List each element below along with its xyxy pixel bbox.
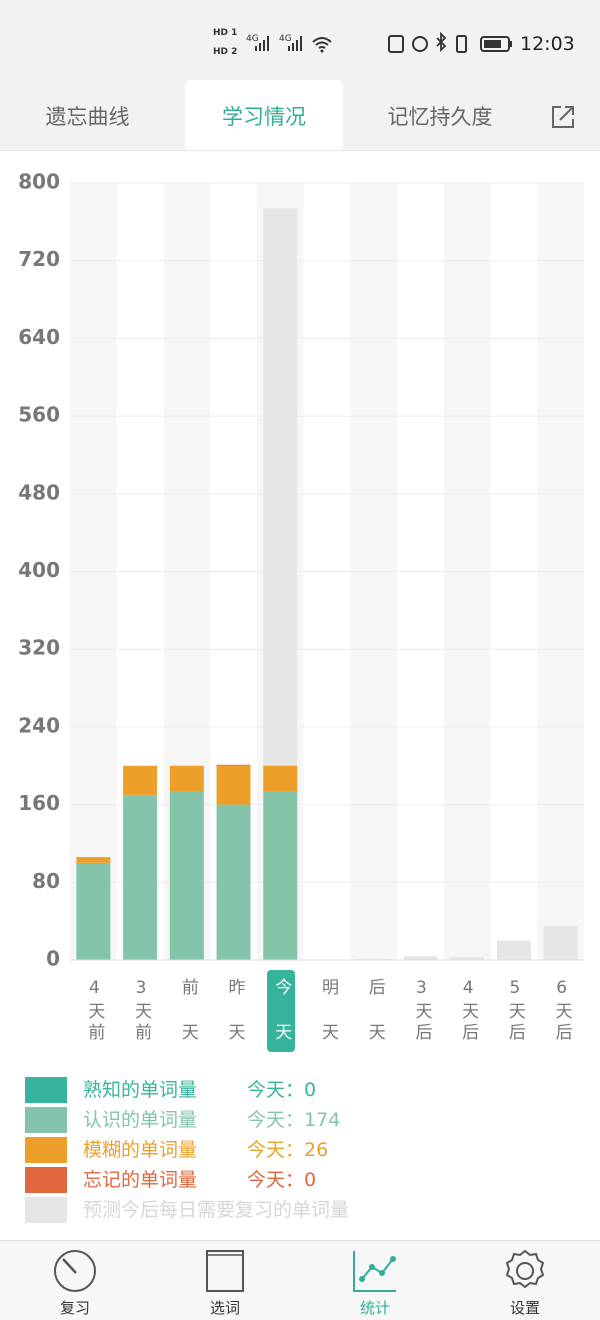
x-tick-label: 今天 bbox=[271, 978, 292, 1040]
legend-label: 预测今后每日需要复习的单词量 bbox=[83, 1199, 350, 1221]
network-label: 4G bbox=[279, 34, 292, 44]
status-icons bbox=[255, 32, 512, 53]
legend-label: 认识的单词量 bbox=[83, 1109, 198, 1131]
forecast-bar bbox=[403, 956, 438, 960]
x-tick-label: 4天后 bbox=[458, 978, 479, 1040]
nav-label[interactable]: 选词 bbox=[209, 1299, 240, 1317]
legend-swatch bbox=[25, 1167, 67, 1193]
y-tick-label: 640 bbox=[18, 325, 60, 349]
legend-swatch bbox=[25, 1197, 67, 1223]
legend-prefix: 今天： bbox=[247, 1169, 305, 1191]
y-tick-label: 240 bbox=[18, 713, 60, 737]
bar-segment bbox=[76, 857, 111, 863]
nav-label[interactable]: 复习 bbox=[59, 1299, 90, 1317]
x-tick-label: 后天 bbox=[364, 978, 385, 1040]
legend-value: 26 bbox=[304, 1139, 329, 1161]
nav-icons bbox=[54, 1249, 545, 1292]
bar-segment bbox=[123, 765, 158, 795]
share-icon[interactable] bbox=[550, 104, 576, 130]
x-tick-label: 4天前 bbox=[84, 978, 105, 1040]
y-tick-label: 80 bbox=[32, 869, 60, 893]
clock: 12:03 bbox=[520, 33, 575, 55]
bottom-nav: 复习 选词 统计 设置 bbox=[0, 1240, 600, 1320]
bar-segment bbox=[216, 765, 251, 805]
bar-segment bbox=[169, 791, 204, 960]
bar-segment bbox=[263, 791, 298, 960]
y-tick-label: 0 bbox=[46, 947, 60, 971]
legend-today-value: 今天：174 bbox=[247, 1107, 340, 1133]
legend-today-value: 今天：26 bbox=[247, 1137, 328, 1163]
network-label: 4G bbox=[246, 34, 259, 44]
forecast-bar bbox=[496, 940, 531, 960]
forecast-bar bbox=[450, 957, 485, 960]
nav-label[interactable]: 设置 bbox=[509, 1299, 540, 1317]
legend-label: 模糊的单词量 bbox=[83, 1139, 198, 1161]
y-tick-label: 720 bbox=[18, 247, 60, 271]
tab[interactable]: 遗忘曲线 bbox=[45, 105, 130, 129]
bar-segment bbox=[216, 764, 251, 766]
tab-active[interactable]: 学习情况 bbox=[185, 80, 343, 150]
legend-today-value: 今天：0 bbox=[247, 1077, 316, 1103]
y-tick-label: 320 bbox=[18, 636, 60, 660]
x-tick-label: 昨天 bbox=[224, 978, 245, 1040]
bar-segment bbox=[123, 794, 158, 960]
tab-bar: 遗忘曲线 学习情况 记忆持久度 bbox=[0, 80, 600, 151]
y-tick-label: 480 bbox=[18, 480, 60, 504]
chart: 0 80 160 240 320 400 480 560 640 720 800 bbox=[18, 170, 584, 971]
legend-swatch bbox=[25, 1107, 67, 1133]
nav-label[interactable]: 统计 bbox=[359, 1299, 390, 1317]
y-tick-label: 560 bbox=[18, 403, 60, 427]
legend-value: 174 bbox=[304, 1109, 341, 1131]
bar-segment bbox=[76, 862, 111, 960]
legend-today-value: 今天：0 bbox=[247, 1167, 316, 1193]
bar-segment bbox=[263, 765, 298, 792]
legend-label: 熟知的单词量 bbox=[83, 1079, 198, 1101]
bar-segment bbox=[216, 804, 251, 960]
bar-segment bbox=[169, 765, 204, 792]
x-tick-label: 前天 bbox=[177, 978, 198, 1040]
y-tick-label: 400 bbox=[18, 558, 60, 582]
legend-prefix: 今天： bbox=[247, 1079, 305, 1101]
sim-label: HD 1 bbox=[213, 28, 238, 38]
forecast-bar bbox=[543, 926, 578, 960]
x-tick-label: 3天后 bbox=[411, 978, 432, 1040]
status-bar: HD 1 HD 2 4G 4G 12:03 bbox=[0, 0, 600, 80]
tab[interactable]: 记忆持久度 bbox=[387, 105, 493, 129]
x-tick-label: 5天后 bbox=[504, 978, 525, 1040]
y-tick-label: 800 bbox=[18, 170, 60, 194]
legend-value: 0 bbox=[304, 1169, 317, 1191]
x-tick-label: 6天后 bbox=[551, 978, 572, 1040]
legend-swatch bbox=[25, 1137, 67, 1163]
legend-label: 忘记的单词量 bbox=[83, 1169, 198, 1191]
y-tick-label: 160 bbox=[18, 791, 60, 815]
x-tick-label: 3天前 bbox=[131, 978, 152, 1040]
today-highlight bbox=[267, 970, 295, 1052]
legend-swatch bbox=[25, 1077, 67, 1103]
legend-prefix: 今天： bbox=[247, 1139, 305, 1161]
legend-prefix: 今天： bbox=[247, 1109, 305, 1131]
sim-label: HD 2 bbox=[213, 47, 238, 57]
legend-value: 0 bbox=[304, 1079, 317, 1101]
x-tick-label: 明天 bbox=[318, 978, 338, 1040]
